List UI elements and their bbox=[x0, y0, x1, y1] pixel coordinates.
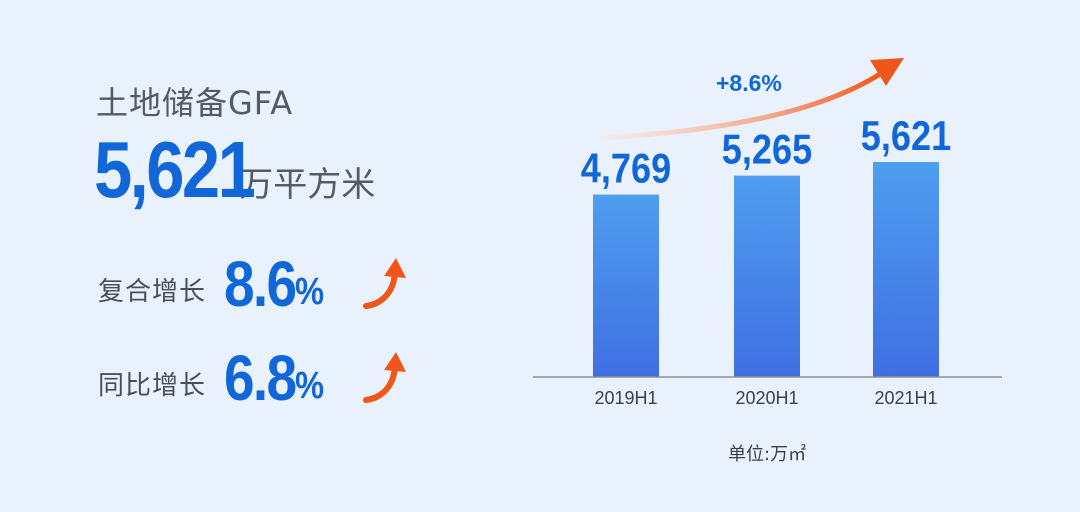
stat-label: 同比增长 bbox=[98, 371, 207, 401]
bar-value-label: 5,265 bbox=[722, 127, 812, 173]
unit-note: 单位:万㎡ bbox=[728, 444, 807, 465]
trend-up-arrow-icon bbox=[363, 258, 406, 309]
x-tick-label: 2019H1 bbox=[594, 388, 657, 408]
bar-2021H1 bbox=[873, 162, 939, 377]
stat-value: 8.6 bbox=[224, 248, 297, 320]
headline-unit: 万平方米 bbox=[239, 165, 376, 205]
x-tick-label: 2020H1 bbox=[735, 388, 798, 408]
headline-value-row: 5,621 万平方米 bbox=[94, 130, 375, 210]
headline-value: 5,621 bbox=[94, 125, 256, 214]
stat-value: 6.8 bbox=[224, 342, 297, 414]
growth-trend-arrow bbox=[599, 71, 883, 141]
growth-annotation: +8.6% bbox=[716, 70, 782, 96]
stat-row-yoy: 同比增长 6.8 % bbox=[98, 346, 329, 410]
stat-unit: % bbox=[294, 271, 325, 313]
bar-value-label: 4,769 bbox=[581, 146, 671, 192]
stat-row-cagr: 复合增长 8.6 % bbox=[98, 252, 329, 316]
stat-label: 复合增长 bbox=[98, 277, 207, 307]
summary-title: 土地储备GFA bbox=[96, 84, 294, 122]
summary-panel: 土地储备GFA 5,621 万平方米 复合增长 8.6 % 同比增长 6.8 % bbox=[94, 84, 406, 410]
bar-value-label: 5,621 bbox=[861, 114, 951, 160]
stat-unit: % bbox=[294, 365, 325, 407]
growth-trend-arrowhead bbox=[870, 58, 904, 86]
trend-up-arrow-icon bbox=[363, 352, 406, 403]
bar-2019H1 bbox=[593, 194, 659, 377]
bar-2020H1 bbox=[734, 175, 800, 377]
x-tick-label: 2021H1 bbox=[874, 388, 937, 408]
